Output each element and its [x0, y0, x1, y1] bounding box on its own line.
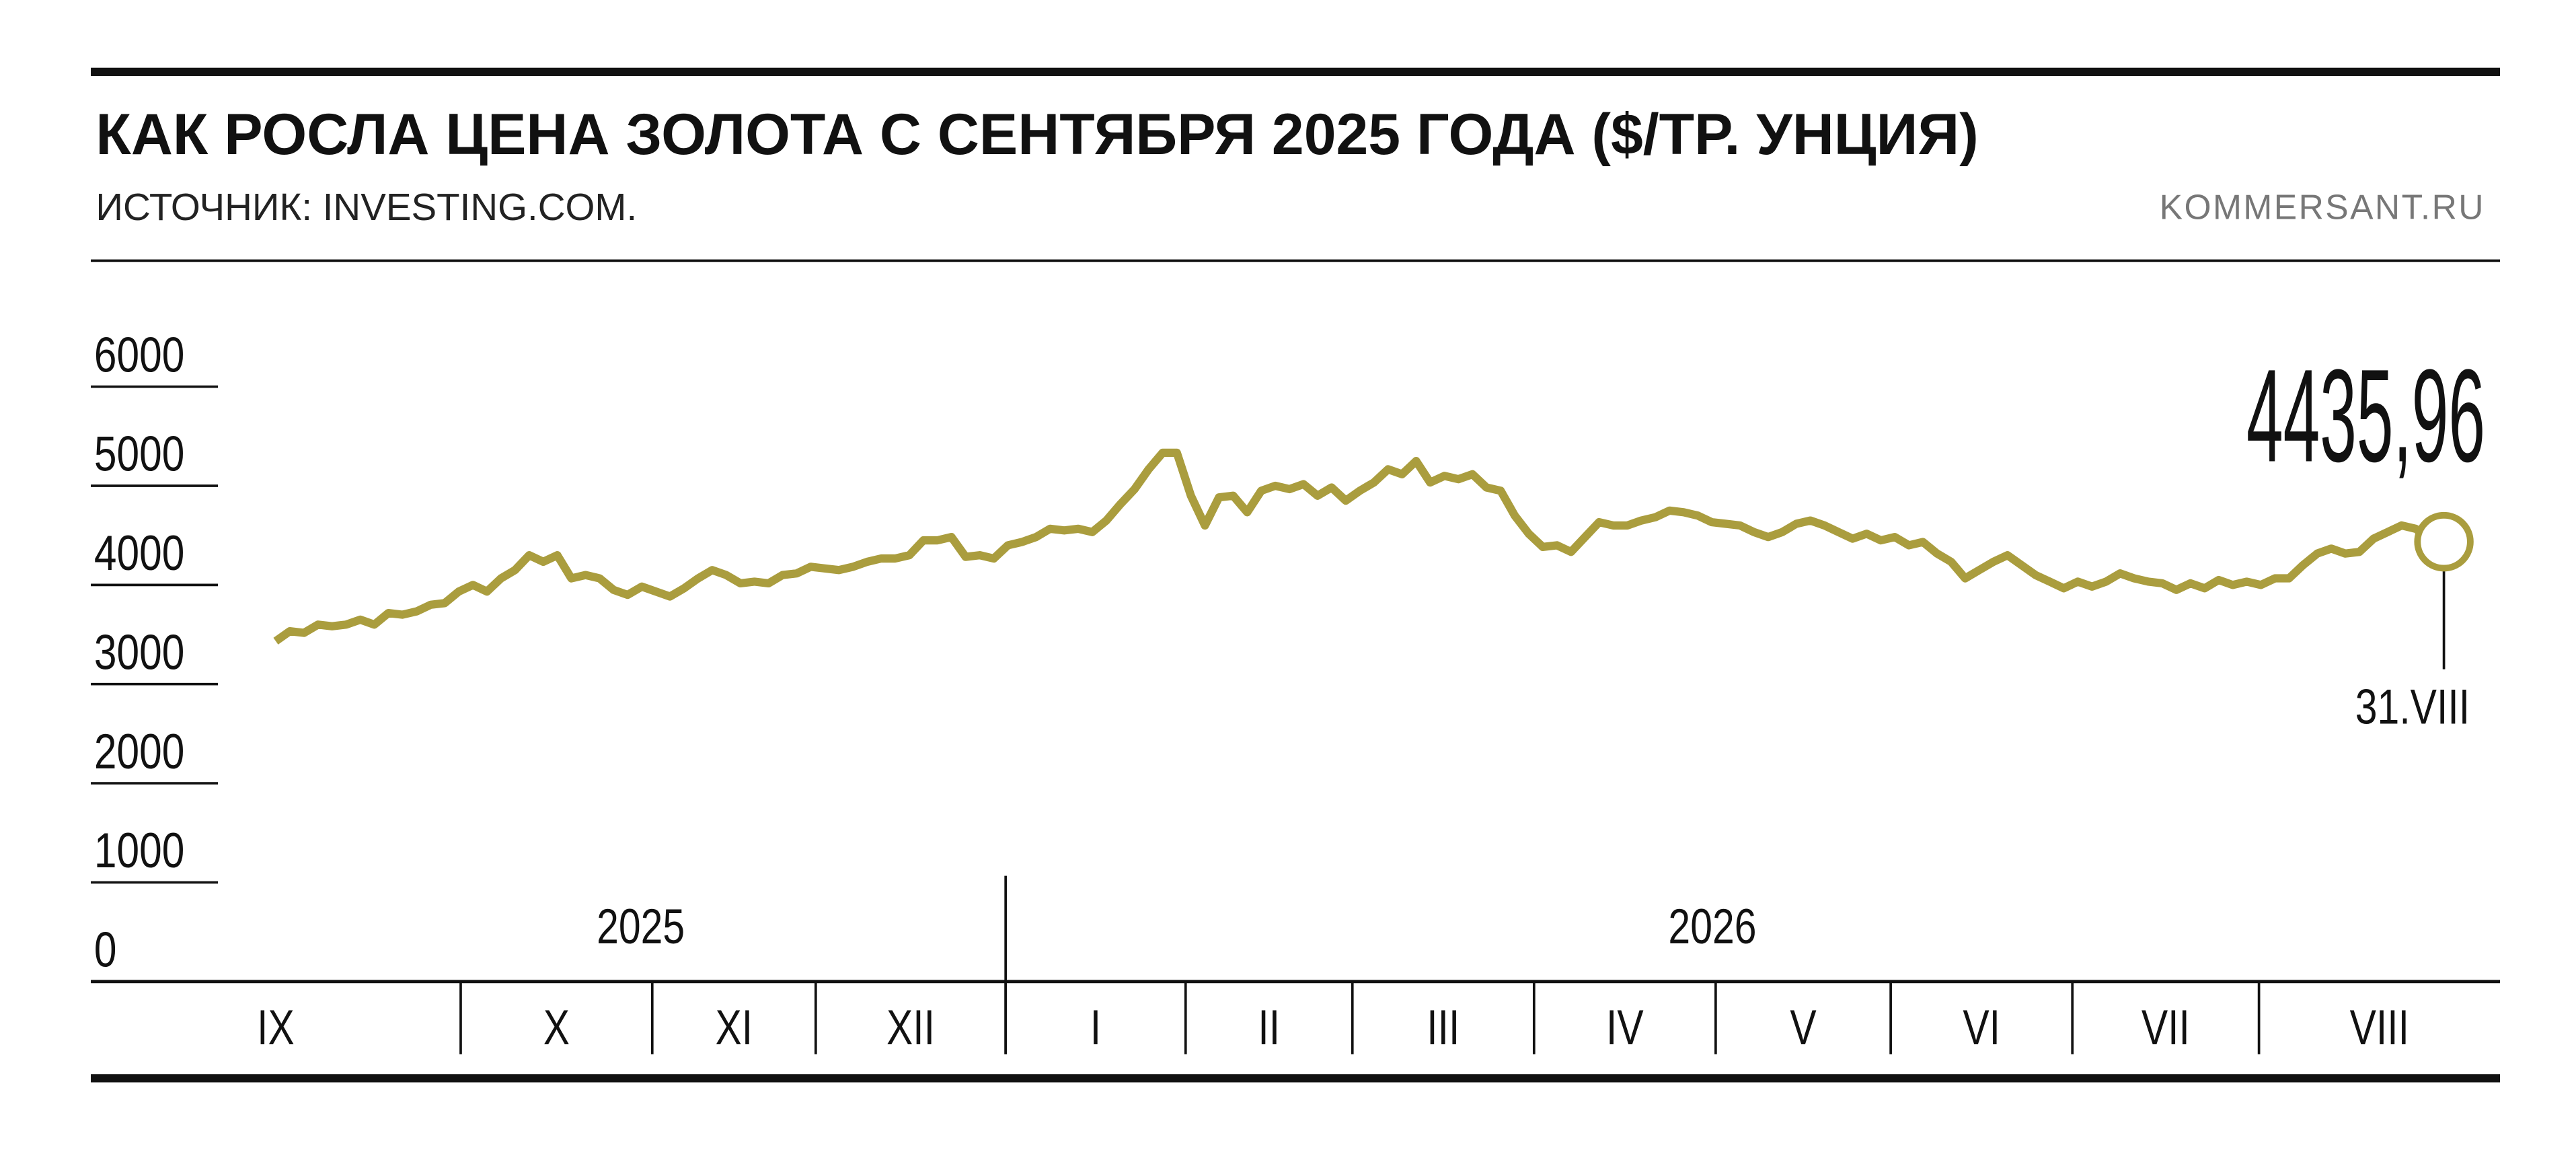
last-date-label: 31.VIII [2355, 680, 2470, 735]
month-label: VI [1963, 1001, 2000, 1056]
y-tick-label: 5000 [94, 427, 184, 482]
month-label: VII [2142, 1001, 2190, 1056]
header-rule [91, 259, 2501, 262]
source: ИСТОЧНИК: INVESTING.COM. [96, 186, 637, 228]
y-tick-label: 3000 [94, 625, 184, 680]
month-label: VIII [2350, 1001, 2409, 1056]
year-label: 2025 [597, 900, 685, 955]
month-label: V [1790, 1001, 1817, 1056]
last-value-label: 4435,96 [2246, 341, 2485, 489]
month-label: X [543, 1001, 570, 1056]
month-label: IV [1606, 1001, 1644, 1056]
brand: KOMMERSANT.RU [2160, 188, 2485, 227]
top-rule [91, 67, 2501, 76]
y-tick-label: 0 [94, 922, 117, 978]
bottom-rule [91, 1074, 2501, 1083]
month-label: XI [715, 1001, 753, 1056]
y-tick-label: 2000 [94, 724, 184, 779]
last-point [2414, 511, 2474, 572]
y-tick-label: 6000 [94, 328, 184, 383]
y-tick-label: 1000 [94, 824, 184, 879]
chart-title: КАК РОСЛА ЦЕНА ЗОЛОТА С СЕНТЯБРЯ 2025 ГО… [96, 102, 1978, 167]
price-line [273, 448, 2445, 645]
year-label: 2026 [1668, 900, 1756, 955]
y-tick-label: 4000 [94, 525, 184, 581]
month-label: XII [886, 1001, 935, 1056]
month-label: I [1090, 1001, 1101, 1056]
x-axis-line [91, 980, 2501, 984]
month-label: II [1258, 1001, 1280, 1056]
month-label: III [1427, 1001, 1460, 1056]
month-label: IX [257, 1001, 295, 1056]
